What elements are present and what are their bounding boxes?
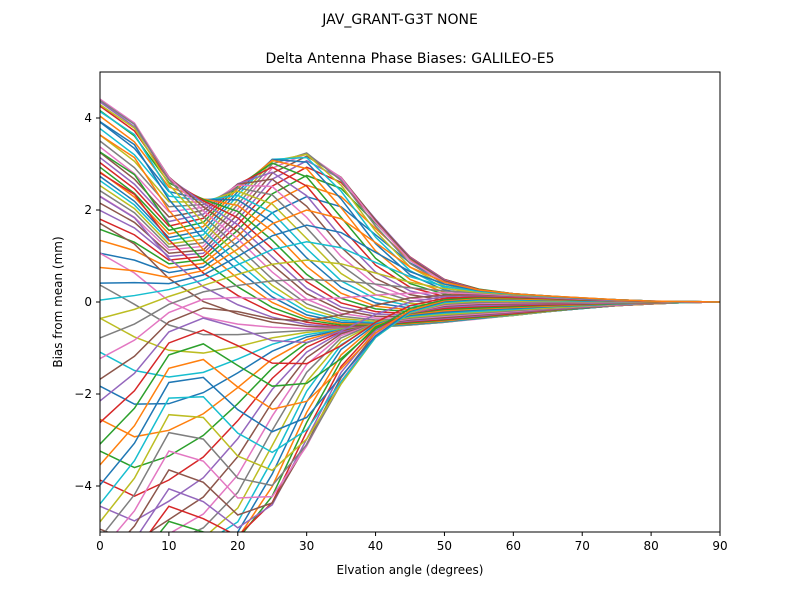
series-line-10 xyxy=(100,156,720,303)
series-line-46 xyxy=(100,301,720,532)
series-line-45 xyxy=(100,301,720,522)
series-line-72 xyxy=(100,209,720,303)
y-tick-label: 0 xyxy=(84,295,92,309)
y-tick-label: −2 xyxy=(74,387,92,401)
series-line-58 xyxy=(103,301,720,532)
series-line-5 xyxy=(100,159,720,303)
series-line-52 xyxy=(240,301,720,532)
y-tick-label: 4 xyxy=(84,111,92,125)
series-line-51 xyxy=(235,301,720,532)
x-tick-label: 90 xyxy=(712,539,727,553)
series-line-56 xyxy=(128,301,720,532)
series-line-15 xyxy=(100,156,720,303)
x-tick-label: 0 xyxy=(96,539,104,553)
x-tick-label: 60 xyxy=(506,539,521,553)
series-line-50 xyxy=(220,301,720,532)
series-layer xyxy=(100,98,720,532)
chart-suptitle: JAV_GRANT-G3T NONE xyxy=(321,12,478,28)
series-line-47 xyxy=(170,301,720,532)
chart-title: Delta Antenna Phase Biases: GALILEO-E5 xyxy=(265,51,554,67)
x-tick-label: 50 xyxy=(437,539,452,553)
series-line-55 xyxy=(139,301,720,532)
y-tick-label: 2 xyxy=(84,203,92,217)
series-line-48 xyxy=(192,301,720,532)
series-line-49 xyxy=(209,301,720,532)
series-line-43 xyxy=(100,301,720,469)
series-line-61 xyxy=(100,298,720,486)
x-tick-label: 70 xyxy=(575,539,590,553)
series-line-60 xyxy=(100,299,720,505)
y-axis-ticks: −4 −2 0 2 4 xyxy=(74,111,100,493)
x-axis-ticks: 0 10 20 30 40 50 60 70 80 90 xyxy=(96,532,728,553)
x-tick-label: 80 xyxy=(643,539,658,553)
series-line-12 xyxy=(100,159,720,303)
x-tick-label: 20 xyxy=(230,539,245,553)
series-line-53 xyxy=(159,301,720,532)
series-line-21 xyxy=(100,121,720,310)
y-axis-label: Bias from mean (mm) xyxy=(51,236,65,367)
y-tick-label: −4 xyxy=(74,479,92,493)
x-tick-label: 10 xyxy=(161,539,176,553)
x-tick-label: 30 xyxy=(299,539,314,553)
x-tick-label: 40 xyxy=(368,539,383,553)
x-axis-label: Elvation angle (degrees) xyxy=(337,563,484,577)
series-line-11 xyxy=(100,158,720,303)
